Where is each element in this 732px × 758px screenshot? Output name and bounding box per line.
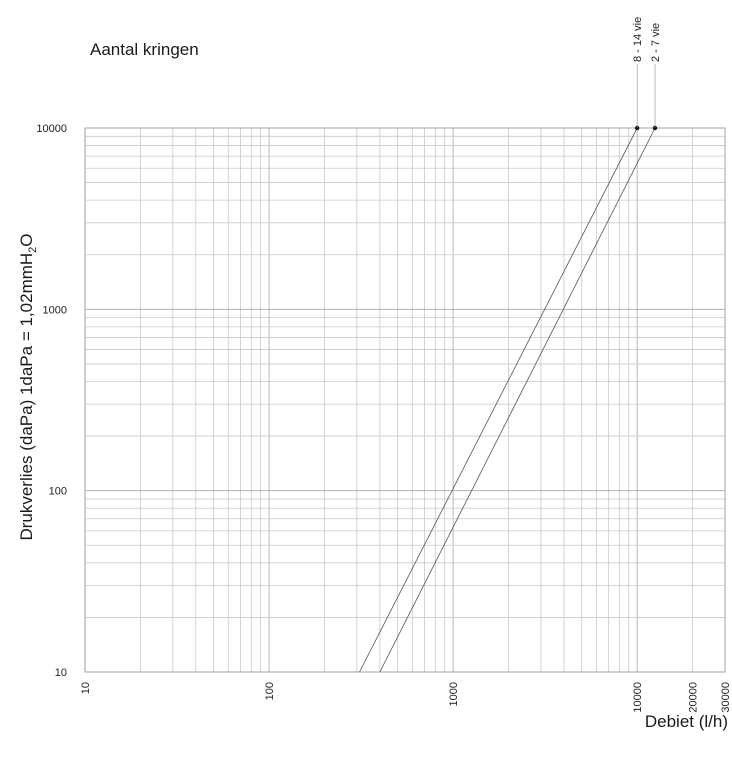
- series-line: [379, 127, 656, 673]
- x-tick-label: 10: [80, 682, 92, 694]
- x-tick-label: 1000: [448, 682, 460, 706]
- plot-frame: [84, 127, 726, 673]
- grid-lines: [84, 127, 726, 673]
- y-tick-label: 1000: [43, 304, 67, 316]
- y-tick-label: 10: [55, 667, 67, 679]
- series-lines: [359, 64, 658, 673]
- x-tick-label: 10000: [632, 682, 644, 713]
- series-line: [359, 127, 638, 673]
- chart-title: Aantal kringen: [90, 40, 199, 59]
- y-tick-label: 10000: [36, 123, 67, 135]
- x-axis-label: Debiet (l/h): [644, 712, 728, 731]
- series-label: 2 - 7 vie: [650, 23, 662, 62]
- series-label: 8 - 14 vie: [632, 17, 644, 62]
- x-tick-label: 100: [264, 682, 276, 700]
- x-tick-label: 20000: [688, 682, 700, 713]
- y-tick-label: 100: [49, 486, 67, 498]
- x-tick-label: 30000: [720, 682, 732, 713]
- series-labels: 8 - 14 vie 2 - 7 vie: [632, 17, 662, 62]
- tick-labels: 10 100 1000 10000 10 100 1000 10000 20000 30000: [36, 123, 732, 713]
